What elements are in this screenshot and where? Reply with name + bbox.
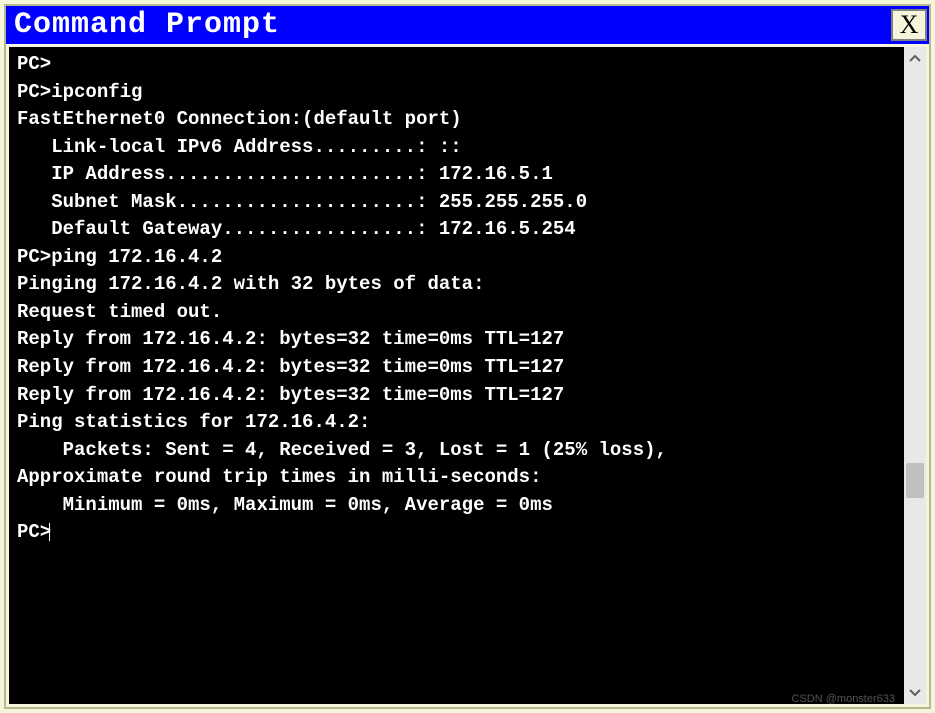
terminal-line: PC>ipconfig: [17, 79, 896, 107]
terminal-output[interactable]: PC>PC>ipconfigFastEthernet0 Connection:(…: [9, 47, 904, 704]
command-prompt-window: Command Prompt X PC>PC>ipconfigFastEther…: [4, 4, 931, 709]
cursor: [49, 523, 50, 541]
terminal-line: Reply from 172.16.4.2: bytes=32 time=0ms…: [17, 382, 896, 410]
terminal-line: FastEthernet0 Connection:(default port): [17, 106, 896, 134]
terminal-line: PC>ping 172.16.4.2: [17, 244, 896, 272]
terminal-line: IP Address......................: 172.16…: [17, 161, 896, 189]
close-icon: X: [900, 10, 919, 40]
watermark: CSDN @monster633: [792, 693, 895, 705]
terminal-line: Request timed out.: [17, 299, 896, 327]
terminal-line: Ping statistics for 172.16.4.2:: [17, 409, 896, 437]
terminal-line: Reply from 172.16.4.2: bytes=32 time=0ms…: [17, 354, 896, 382]
terminal-line: Link-local IPv6 Address.........: ::: [17, 134, 896, 162]
title-bar: Command Prompt X: [6, 6, 929, 44]
terminal-line: Reply from 172.16.4.2: bytes=32 time=0ms…: [17, 326, 896, 354]
terminal-line: Minimum = 0ms, Maximum = 0ms, Average = …: [17, 492, 896, 520]
window-title: Command Prompt: [14, 8, 280, 42]
terminal-line: Packets: Sent = 4, Received = 3, Lost = …: [17, 437, 896, 465]
terminal-line: Approximate round trip times in milli-se…: [17, 464, 896, 492]
content-area: PC>PC>ipconfigFastEthernet0 Connection:(…: [6, 44, 929, 707]
terminal-line: Default Gateway.................: 172.16…: [17, 216, 896, 244]
vertical-scrollbar[interactable]: [904, 47, 926, 704]
terminal-line: PC>: [17, 519, 896, 547]
close-button[interactable]: X: [891, 9, 927, 41]
scroll-thumb[interactable]: [906, 463, 924, 498]
scroll-track[interactable]: [904, 69, 926, 704]
scroll-up-arrow-icon[interactable]: [904, 47, 926, 69]
terminal-line: PC>: [17, 51, 896, 79]
terminal-line: Subnet Mask.....................: 255.25…: [17, 189, 896, 217]
terminal-line: Pinging 172.16.4.2 with 32 bytes of data…: [17, 271, 896, 299]
scroll-down-arrow-icon[interactable]: [904, 682, 926, 704]
